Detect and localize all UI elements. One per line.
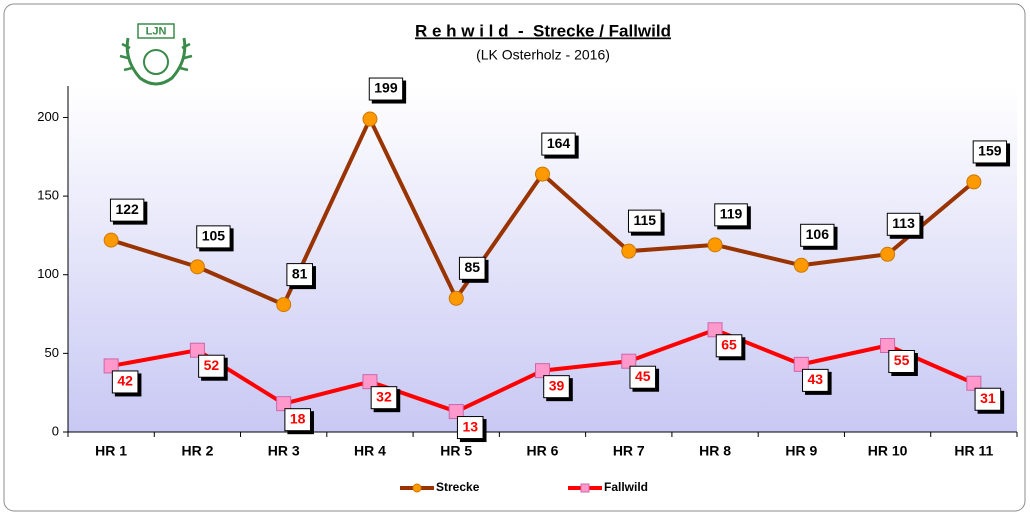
logo-emblem (143, 49, 169, 75)
logo-antler (125, 37, 187, 86)
data-label: 85 (464, 259, 480, 275)
point-marker (448, 290, 464, 306)
y-tick-label: 0 (52, 423, 59, 438)
legend-label: Strecke (436, 480, 480, 494)
y-tick-label: 100 (37, 266, 59, 281)
data-label: 122 (115, 201, 139, 217)
x-tick-label: HR 4 (354, 443, 386, 459)
data-label: 55 (894, 352, 910, 368)
data-label-box (888, 350, 915, 373)
legend-marker (412, 483, 422, 493)
point-marker (966, 174, 982, 190)
point-marker (707, 237, 723, 253)
legend-label: Fallwild (604, 480, 648, 494)
data-label: 115 (633, 212, 656, 228)
y-tick-label: 50 (45, 345, 59, 360)
data-label-box (368, 77, 404, 101)
point-marker (535, 363, 550, 379)
data-label-box (456, 416, 484, 440)
x-tick-label: HR 11 (954, 443, 993, 459)
data-label-box (370, 386, 398, 410)
x-tick-label: HR 2 (181, 443, 213, 459)
data-label-box (886, 212, 921, 236)
data-label-box (972, 140, 1008, 164)
x-tick-label: HR 9 (785, 443, 817, 459)
legend-marker (580, 483, 590, 493)
data-label: 43 (808, 371, 824, 387)
point-marker (535, 166, 550, 182)
point-marker (707, 322, 723, 338)
data-label-box (541, 132, 576, 156)
y-tick-label: 200 (37, 109, 59, 124)
logo: LJN (119, 23, 193, 86)
data-label: 65 (721, 336, 737, 352)
chart-subtitle: (LK Osterholz - 2016) (476, 47, 610, 63)
data-label-box (284, 408, 311, 432)
logo-antler-tines (119, 42, 193, 72)
data-label: 32 (376, 388, 392, 404)
data-label-box (714, 203, 748, 227)
point-marker (793, 257, 809, 273)
point-marker (880, 338, 896, 353)
data-label-box (111, 370, 139, 394)
y-tick-label: 150 (37, 188, 59, 203)
data-label: 159 (978, 143, 1002, 159)
data-label: 105 (202, 228, 226, 244)
data-label: 52 (204, 357, 220, 373)
data-label-box (543, 375, 570, 399)
data-label-box (109, 198, 145, 222)
point-marker (621, 243, 637, 259)
x-tick-label: HR 6 (527, 443, 559, 459)
data-label-box (627, 209, 662, 233)
series-0: 122 105 81 199 85 164 115 119 106 113 159 (103, 77, 1008, 313)
data-label: 42 (117, 373, 133, 389)
data-label-box (196, 225, 231, 249)
data-label: 18 (290, 410, 306, 426)
point-marker (103, 358, 119, 374)
point-marker (966, 375, 982, 391)
data-label-box (198, 354, 225, 378)
data-label-box (802, 368, 829, 392)
data-label-box (458, 256, 486, 280)
point-marker (621, 353, 637, 369)
data-label-box (800, 223, 835, 247)
data-label: 39 (549, 377, 565, 393)
series-1: 42 52 18 32 13 39 45 65 43 55 31 (103, 322, 1002, 440)
x-tick-label: HR 10 (868, 443, 908, 459)
point-marker (276, 297, 292, 313)
data-label: 31 (980, 390, 996, 406)
x-tick-label: HR 1 (95, 443, 127, 459)
data-label-box (629, 365, 657, 389)
logo-badge (137, 23, 175, 39)
point-marker (880, 246, 896, 262)
data-label-box (715, 334, 743, 358)
data-label: 13 (462, 418, 478, 434)
x-tick-label: HR 8 (699, 443, 731, 459)
point-marker (103, 232, 119, 248)
data-label-box (286, 263, 313, 287)
logo-text: LJN (146, 25, 167, 37)
data-label: 45 (635, 368, 651, 384)
point-marker (448, 404, 464, 420)
legend: Strecke Fallwild (400, 480, 648, 494)
data-label: 81 (292, 265, 308, 281)
x-tick-label: HR 7 (613, 443, 645, 459)
data-label-box (974, 387, 1002, 411)
point-marker (276, 396, 292, 412)
chart-title: R e h w i l d - Strecke / Fallwild (415, 21, 671, 40)
point-marker (793, 356, 809, 372)
point-marker (362, 374, 378, 390)
data-label: 119 (720, 206, 743, 222)
data-label: 113 (892, 215, 915, 231)
x-tick-label: HR 5 (440, 443, 472, 459)
data-label: 164 (547, 135, 571, 151)
data-label: 199 (374, 80, 398, 96)
point-marker (362, 111, 378, 127)
x-tick-label: HR 3 (268, 443, 300, 459)
data-label: 106 (806, 226, 830, 242)
point-marker (189, 259, 205, 275)
point-marker (189, 342, 205, 358)
